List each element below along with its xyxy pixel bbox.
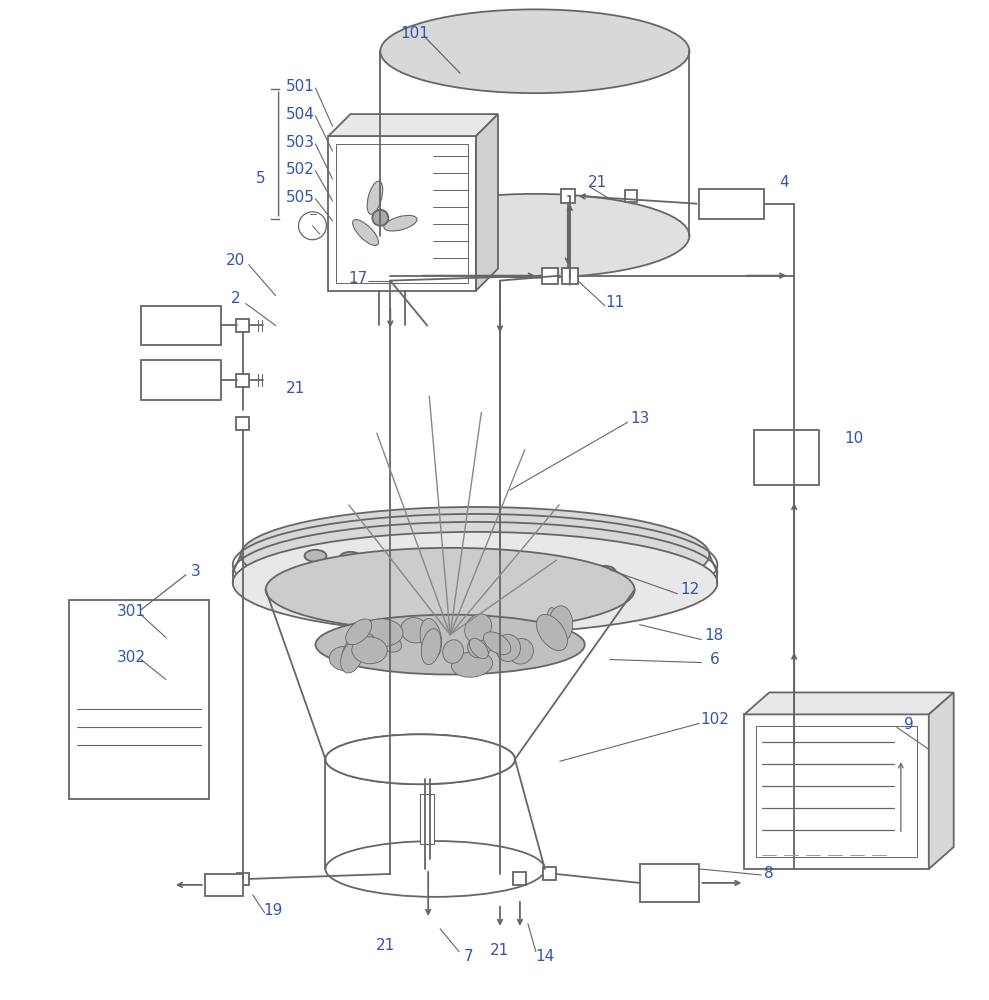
Ellipse shape xyxy=(401,618,428,643)
Ellipse shape xyxy=(495,634,520,662)
Ellipse shape xyxy=(381,194,689,278)
Ellipse shape xyxy=(384,215,417,231)
Text: 3: 3 xyxy=(191,564,201,579)
Text: 501: 501 xyxy=(286,79,315,94)
Ellipse shape xyxy=(443,640,464,663)
Ellipse shape xyxy=(325,734,515,784)
Ellipse shape xyxy=(508,639,533,664)
Text: 102: 102 xyxy=(700,712,729,727)
Text: 19: 19 xyxy=(263,903,282,918)
Bar xyxy=(543,867,557,880)
Ellipse shape xyxy=(329,647,360,671)
Ellipse shape xyxy=(339,552,361,564)
Text: 18: 18 xyxy=(705,628,724,643)
Text: 302: 302 xyxy=(117,650,145,665)
Bar xyxy=(420,794,434,844)
Text: 504: 504 xyxy=(286,107,315,122)
Ellipse shape xyxy=(299,212,326,240)
Ellipse shape xyxy=(420,619,442,658)
Ellipse shape xyxy=(315,615,584,675)
Ellipse shape xyxy=(484,632,511,655)
Bar xyxy=(236,873,248,885)
Text: 503: 503 xyxy=(286,135,315,150)
Polygon shape xyxy=(476,114,498,291)
Bar xyxy=(336,144,468,283)
Bar xyxy=(236,374,249,387)
Text: 8: 8 xyxy=(764,866,774,881)
Ellipse shape xyxy=(444,558,466,570)
Ellipse shape xyxy=(547,608,565,647)
Ellipse shape xyxy=(352,637,388,664)
Ellipse shape xyxy=(536,614,568,651)
Bar xyxy=(236,417,249,430)
Bar xyxy=(745,714,929,869)
Text: 17: 17 xyxy=(349,271,368,286)
Ellipse shape xyxy=(266,548,635,632)
Text: 12: 12 xyxy=(679,582,699,597)
Ellipse shape xyxy=(360,619,404,647)
Text: 14: 14 xyxy=(535,949,555,964)
Polygon shape xyxy=(328,114,498,136)
Ellipse shape xyxy=(373,632,402,652)
Polygon shape xyxy=(745,692,953,714)
Ellipse shape xyxy=(367,181,383,214)
Text: 101: 101 xyxy=(401,26,429,41)
Bar xyxy=(640,864,699,902)
Ellipse shape xyxy=(465,614,492,642)
Ellipse shape xyxy=(470,638,489,659)
Ellipse shape xyxy=(375,554,397,566)
Ellipse shape xyxy=(524,562,546,574)
Bar xyxy=(141,306,221,345)
Text: 5: 5 xyxy=(256,171,265,186)
Bar xyxy=(755,430,819,485)
Bar xyxy=(328,136,476,291)
Text: 21: 21 xyxy=(588,175,607,190)
Ellipse shape xyxy=(342,638,362,670)
Ellipse shape xyxy=(325,841,545,897)
Text: 505: 505 xyxy=(286,190,315,205)
Ellipse shape xyxy=(346,619,372,645)
Ellipse shape xyxy=(325,734,515,784)
Text: 20: 20 xyxy=(226,253,245,268)
Ellipse shape xyxy=(452,652,493,677)
Text: 13: 13 xyxy=(630,411,650,426)
Text: 2: 2 xyxy=(230,291,240,306)
Ellipse shape xyxy=(240,507,709,603)
Ellipse shape xyxy=(340,641,363,673)
Ellipse shape xyxy=(549,606,573,642)
Text: 10: 10 xyxy=(845,431,863,446)
Text: 21: 21 xyxy=(491,943,509,958)
Text: 4: 4 xyxy=(779,175,789,190)
Bar xyxy=(625,190,637,202)
Bar xyxy=(757,726,917,857)
Ellipse shape xyxy=(353,634,375,654)
Text: 502: 502 xyxy=(286,162,315,177)
Ellipse shape xyxy=(353,220,379,245)
Text: 21: 21 xyxy=(286,381,306,396)
Text: 301: 301 xyxy=(117,604,145,619)
Text: 21: 21 xyxy=(376,938,395,953)
Bar xyxy=(513,872,526,885)
Ellipse shape xyxy=(232,532,717,634)
Ellipse shape xyxy=(421,629,441,665)
Ellipse shape xyxy=(593,566,616,578)
Text: 7: 7 xyxy=(463,949,473,964)
Text: 11: 11 xyxy=(605,295,624,310)
Ellipse shape xyxy=(468,632,493,658)
Text: 9: 9 xyxy=(904,717,914,732)
Polygon shape xyxy=(929,692,953,869)
Bar xyxy=(561,189,575,203)
Bar xyxy=(562,268,578,284)
Bar xyxy=(542,268,558,284)
Ellipse shape xyxy=(381,9,689,93)
Ellipse shape xyxy=(569,565,590,577)
Bar xyxy=(699,189,764,219)
Ellipse shape xyxy=(305,550,326,562)
Bar xyxy=(236,319,249,332)
Bar xyxy=(141,360,221,400)
Text: 6: 6 xyxy=(709,652,719,667)
Bar xyxy=(69,600,209,799)
Ellipse shape xyxy=(372,210,389,226)
Bar xyxy=(205,874,242,896)
